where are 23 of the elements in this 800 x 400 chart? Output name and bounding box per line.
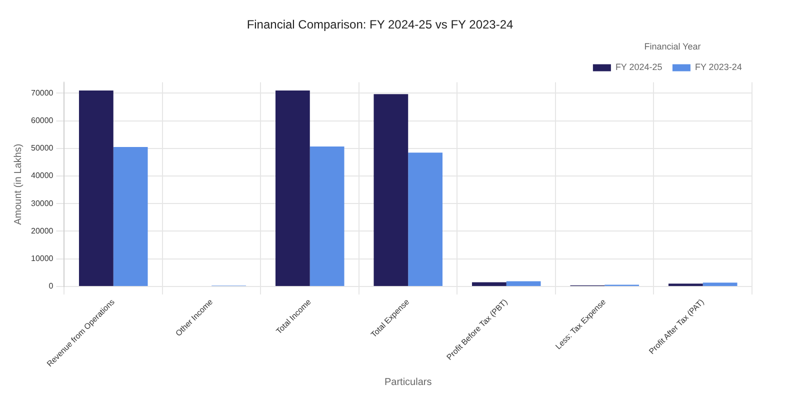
bar [702, 282, 738, 286]
bar [408, 152, 443, 286]
bar [78, 90, 114, 286]
bar [506, 281, 541, 286]
y-tick-label: 50000 [30, 144, 54, 153]
y-tick-label: 40000 [30, 171, 54, 180]
bar [472, 282, 506, 286]
x-axis-title: Particulars [384, 376, 432, 388]
bar [113, 147, 148, 286]
bar [275, 90, 310, 286]
y-tick-label: 20000 [30, 226, 54, 236]
y-tick-label: 60000 [30, 116, 54, 126]
legend-title: Financial Year [644, 41, 701, 52]
y-axis-title: Amount (in Lakhs) [12, 144, 24, 225]
bar [374, 94, 408, 286]
legend-label: FY 2023-24 [694, 62, 742, 72]
legend-label: FY 2024-25 [615, 62, 662, 72]
y-tick-label: 30000 [30, 198, 54, 208]
y-tick-label: 10000 [30, 254, 54, 264]
chart-title: Financial Comparison: FY 2024-25 vs FY 2023-24 [246, 18, 514, 32]
y-tick-label: 70000 [30, 88, 54, 98]
bar [310, 146, 344, 286]
y-tick-label: 0 [48, 282, 54, 291]
